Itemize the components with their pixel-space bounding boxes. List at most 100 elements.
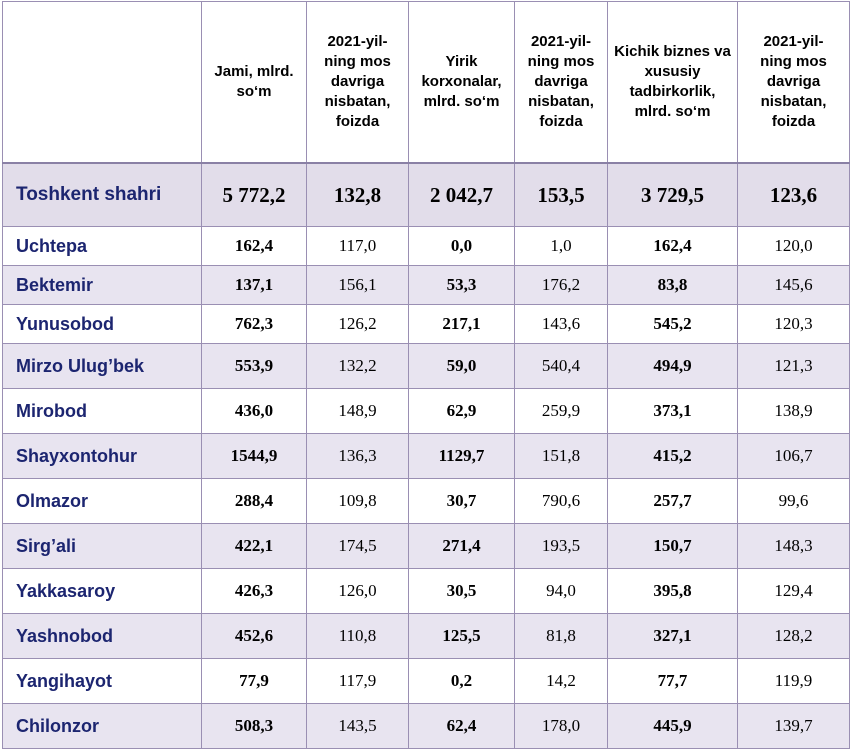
row-name: Mirzo Ulug’bek — [2, 343, 202, 389]
cell-percent-2: 81,8 — [514, 613, 608, 659]
cell-percent-2: 790,6 — [514, 478, 608, 524]
cell-percent-3: 138,9 — [737, 388, 850, 434]
row-name: Uchtepa — [2, 226, 202, 266]
cell-percent-2: 143,6 — [514, 304, 608, 344]
cell-yirik: 62,9 — [408, 388, 515, 434]
cell-jami: 77,9 — [201, 658, 307, 704]
table-row: Mirzo Ulug’bek 553,9 132,2 59,0 540,4 49… — [2, 343, 850, 389]
cell-percent-1: 126,2 — [306, 304, 409, 344]
cell-kichik: 445,9 — [607, 703, 738, 749]
cell-kichik: 77,7 — [607, 658, 738, 704]
cell-yirik: 271,4 — [408, 523, 515, 569]
cell-jami: 452,6 — [201, 613, 307, 659]
cell-kichik: 395,8 — [607, 568, 738, 614]
table-row: Yakkasaroy 426,3 126,0 30,5 94,0 395,8 1… — [2, 568, 850, 614]
cell-jami: 422,1 — [201, 523, 307, 569]
row-name: Mirobod — [2, 388, 202, 434]
cell-jami: 288,4 — [201, 478, 307, 524]
cell-percent-3: 119,9 — [737, 658, 850, 704]
cell-percent-2: 151,8 — [514, 433, 608, 479]
cell-percent-1: 109,8 — [306, 478, 409, 524]
cell-jami: 137,1 — [201, 265, 307, 305]
cell-percent-1: 132,8 — [306, 162, 409, 227]
cell-percent-3: 139,7 — [737, 703, 850, 749]
cell-yirik: 59,0 — [408, 343, 515, 389]
cell-percent-1: 148,9 — [306, 388, 409, 434]
table-row: Shayxontohur 1544,9 136,3 1129,7 151,8 4… — [2, 433, 850, 479]
cell-yirik: 125,5 — [408, 613, 515, 659]
cell-percent-2: 540,4 — [514, 343, 608, 389]
row-name: Shayxontohur — [2, 433, 202, 479]
cell-jami: 426,3 — [201, 568, 307, 614]
header-percent-2: 2021-yil-ning mos davriga nisbatan, foiz… — [514, 1, 608, 164]
cell-jami: 5 772,2 — [201, 162, 307, 227]
table-row-total: Toshkent shahri 5 772,2 132,8 2 042,7 15… — [2, 162, 850, 227]
cell-kichik: 162,4 — [607, 226, 738, 266]
table-row: Mirobod 436,0 148,9 62,9 259,9 373,1 138… — [2, 388, 850, 434]
row-name: Yashnobod — [2, 613, 202, 659]
cell-jami: 553,9 — [201, 343, 307, 389]
row-name: Bektemir — [2, 265, 202, 305]
cell-percent-2: 153,5 — [514, 162, 608, 227]
table-row: Uchtepa 162,4 117,0 0,0 1,0 162,4 120,0 — [2, 226, 850, 266]
cell-jami: 508,3 — [201, 703, 307, 749]
cell-percent-2: 1,0 — [514, 226, 608, 266]
header-kichik: Kichik biznes va xususiy tadbirkorlik, m… — [607, 1, 738, 164]
cell-jami: 762,3 — [201, 304, 307, 344]
cell-yirik: 217,1 — [408, 304, 515, 344]
cell-percent-2: 178,0 — [514, 703, 608, 749]
cell-percent-2: 94,0 — [514, 568, 608, 614]
cell-percent-3: 123,6 — [737, 162, 850, 227]
cell-percent-1: 136,3 — [306, 433, 409, 479]
cell-kichik: 83,8 — [607, 265, 738, 305]
cell-percent-1: 126,0 — [306, 568, 409, 614]
cell-yirik: 62,4 — [408, 703, 515, 749]
cell-percent-2: 176,2 — [514, 265, 608, 305]
cell-percent-1: 143,5 — [306, 703, 409, 749]
row-name: Yunusobod — [2, 304, 202, 344]
cell-kichik: 150,7 — [607, 523, 738, 569]
cell-percent-1: 174,5 — [306, 523, 409, 569]
cell-yirik: 0,2 — [408, 658, 515, 704]
row-name: Yangihayot — [2, 658, 202, 704]
cell-percent-1: 110,8 — [306, 613, 409, 659]
table-row: Olmazor 288,4 109,8 30,7 790,6 257,7 99,… — [2, 478, 850, 524]
header-percent-1: 2021-yil-ning mos davriga nisbatan, foiz… — [306, 1, 409, 164]
cell-percent-1: 117,0 — [306, 226, 409, 266]
table-row: Yashnobod 452,6 110,8 125,5 81,8 327,1 1… — [2, 613, 850, 659]
row-name: Yakkasaroy — [2, 568, 202, 614]
cell-yirik: 1129,7 — [408, 433, 515, 479]
cell-kichik: 545,2 — [607, 304, 738, 344]
row-name: Olmazor — [2, 478, 202, 524]
cell-percent-3: 129,4 — [737, 568, 850, 614]
cell-kichik: 494,9 — [607, 343, 738, 389]
table-row: Yangihayot 77,9 117,9 0,2 14,2 77,7 119,… — [2, 658, 850, 704]
cell-kichik: 373,1 — [607, 388, 738, 434]
header-percent-3: 2021-yil-ning mos davriga nisbatan, foiz… — [737, 1, 850, 164]
cell-jami: 436,0 — [201, 388, 307, 434]
table-row: Chilonzor 508,3 143,5 62,4 178,0 445,9 1… — [2, 703, 850, 749]
cell-percent-3: 106,7 — [737, 433, 850, 479]
cell-kichik: 415,2 — [607, 433, 738, 479]
cell-percent-2: 14,2 — [514, 658, 608, 704]
cell-percent-3: 145,6 — [737, 265, 850, 305]
table-row: Sirg’ali 422,1 174,5 271,4 193,5 150,7 1… — [2, 523, 850, 569]
header-yirik: Yirik korxonalar, mlrd. so‘m — [408, 1, 515, 164]
row-name: Sirg’ali — [2, 523, 202, 569]
row-name: Toshkent shahri — [2, 162, 202, 227]
cell-percent-2: 193,5 — [514, 523, 608, 569]
cell-jami: 162,4 — [201, 226, 307, 266]
header-corner — [2, 1, 202, 164]
cell-yirik: 2 042,7 — [408, 162, 515, 227]
cell-kichik: 3 729,5 — [607, 162, 738, 227]
row-name: Chilonzor — [2, 703, 202, 749]
cell-percent-3: 121,3 — [737, 343, 850, 389]
cell-percent-3: 128,2 — [737, 613, 850, 659]
cell-kichik: 257,7 — [607, 478, 738, 524]
table-row: Yunusobod 762,3 126,2 217,1 143,6 545,2 … — [2, 304, 850, 344]
cell-percent-1: 156,1 — [306, 265, 409, 305]
cell-yirik: 53,3 — [408, 265, 515, 305]
cell-yirik: 30,5 — [408, 568, 515, 614]
cell-kichik: 327,1 — [607, 613, 738, 659]
